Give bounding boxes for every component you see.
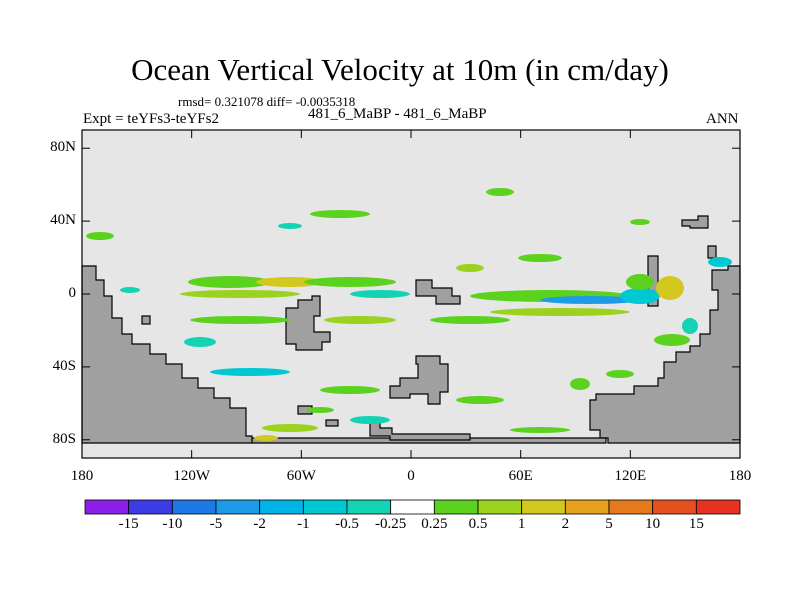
colorbar-label: 1 <box>517 516 526 532</box>
colorbar-label: -0.25 <box>375 516 407 532</box>
landmass-small-islet-c <box>325 419 339 427</box>
contour-patch <box>510 427 570 433</box>
contour-patch <box>306 407 334 413</box>
contour-patch <box>120 287 140 293</box>
contour-patch <box>210 368 290 376</box>
contour-patch <box>324 316 396 324</box>
colorbar-label: 0.5 <box>468 516 488 532</box>
landmass-equatorial-island <box>415 279 461 305</box>
colorbar-label: 15 <box>688 516 704 532</box>
contour-patch <box>350 416 390 424</box>
contour-patch <box>188 276 272 288</box>
contour-patch <box>606 370 634 378</box>
contour-patch <box>518 254 562 262</box>
colorbar-swatch <box>390 499 435 515</box>
landmass-atlantic-island <box>389 355 449 405</box>
colorbar-swatch <box>564 499 610 515</box>
colorbar-swatch <box>652 499 697 515</box>
colorbar-label: 2 <box>561 516 570 532</box>
colorbar-swatch <box>128 499 173 515</box>
velocity-contours <box>86 188 732 441</box>
colorbar-swatch <box>346 499 392 515</box>
contour-patch <box>430 316 510 324</box>
contour-patch <box>278 223 302 229</box>
colorbar-swatch <box>84 499 130 515</box>
lon-tick-label: 180 <box>728 468 752 484</box>
contour-patch <box>304 277 396 287</box>
colorbar-label: -2 <box>253 516 266 532</box>
lon-tick-label: 120W <box>173 468 210 484</box>
colorbar-swatch <box>302 499 348 515</box>
lat-tick-label: 40S <box>52 357 76 374</box>
contour-patch <box>350 290 410 298</box>
contour-patch <box>654 334 690 346</box>
landmass-northeast-coast-islet <box>707 245 717 259</box>
colorbar-swatch <box>695 499 741 515</box>
contour-patch <box>256 277 324 287</box>
lon-tick-label: 180 <box>70 468 94 484</box>
lat-tick-label: 80N <box>50 139 76 156</box>
colorbar-label: -15 <box>118 516 139 532</box>
contour-patch <box>456 396 504 404</box>
contour-patch <box>540 296 640 304</box>
contour-patch <box>262 424 318 432</box>
colorbar-swatch <box>171 499 217 515</box>
contour-patch <box>254 435 278 441</box>
experiment-label: Expt = teYFs3-teYFs2 <box>83 111 219 127</box>
colorbar-swatch <box>433 499 479 515</box>
colorbar-swatch <box>259 499 304 515</box>
colorbar-label: -0.5 <box>335 516 359 532</box>
landmass-northeast-islet <box>681 215 709 229</box>
colorbar-label: -10 <box>162 516 183 532</box>
contour-patch <box>708 257 732 267</box>
land-masses <box>81 215 741 444</box>
landmass-pacific-island <box>285 295 331 351</box>
landmass-east-continent <box>589 265 741 444</box>
season-label: ANN <box>706 111 739 127</box>
colorbar-label: -1 <box>297 516 310 532</box>
lat-tick-label: 40N <box>50 212 76 229</box>
contour-patch <box>86 232 114 240</box>
contour-patch <box>310 210 370 218</box>
contour-patch <box>180 290 300 298</box>
contour-patch <box>570 378 590 390</box>
colorbar-label: 5 <box>605 516 613 532</box>
stats-line: rmsd= 0.321078 diff= -0.0035318 <box>178 94 356 109</box>
landmass-south-atlantic-islet <box>369 421 471 441</box>
colorbar <box>84 499 741 515</box>
lon-tick-label: 120E <box>614 468 647 484</box>
lon-tick-label: 0 <box>407 468 415 484</box>
landmass-small-islet-a <box>141 315 151 325</box>
colorbar-label: 0.25 <box>421 516 448 532</box>
colorbar-label: -5 <box>209 516 223 532</box>
colorbar-swatch <box>521 499 566 515</box>
colorbar-label: 10 <box>645 516 661 532</box>
contour-patch <box>656 276 684 300</box>
colorbar-swatch <box>215 499 261 515</box>
contour-patch <box>620 288 660 304</box>
contour-patch <box>456 264 484 272</box>
lat-tick-label: 80S <box>52 430 76 447</box>
landmass-west-continent <box>81 265 253 444</box>
colorbar-swatch <box>477 499 523 515</box>
lon-tick-label: 60W <box>286 468 316 484</box>
contour-patch <box>320 386 380 394</box>
case-label: 481_6_MaBP - 481_6_MaBP <box>308 106 487 122</box>
lat-tick-label: 0 <box>68 285 77 301</box>
contour-patch <box>490 308 630 316</box>
plot-title: Ocean Vertical Velocity at 10m (in cm/da… <box>131 52 669 87</box>
contour-patch <box>630 219 650 225</box>
colorbar-swatch <box>608 499 654 515</box>
contour-patch <box>682 318 698 334</box>
contour-patch <box>486 188 514 196</box>
contour-patch <box>626 274 654 290</box>
contour-patch <box>184 337 216 347</box>
map-frame <box>81 129 741 459</box>
contour-patch <box>190 316 290 324</box>
lon-tick-label: 60E <box>508 468 533 484</box>
landmass-small-islet-b <box>297 405 313 415</box>
